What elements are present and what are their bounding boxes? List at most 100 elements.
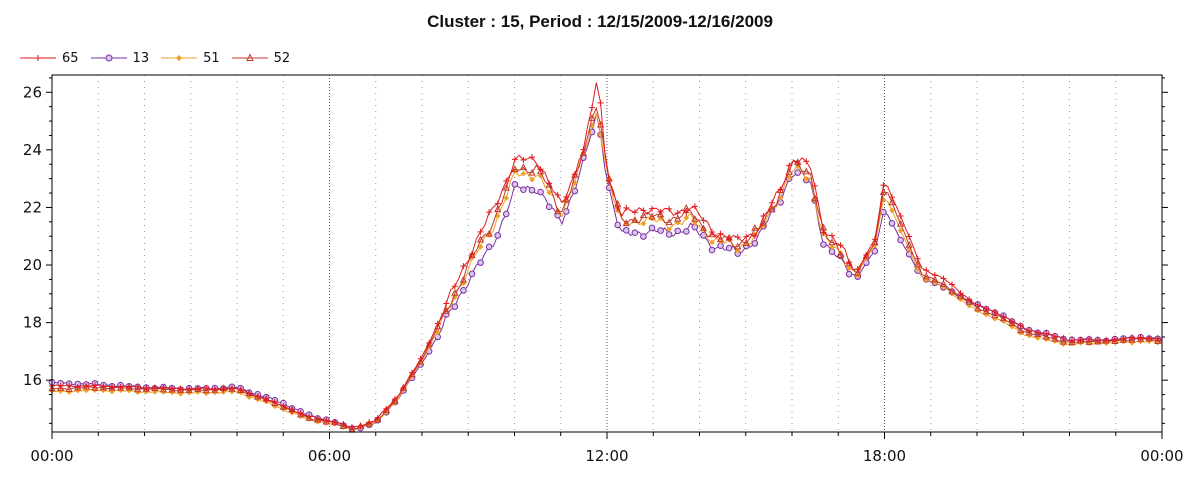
legend-label-52: 52 — [273, 50, 291, 66]
data-point-65 — [751, 233, 758, 240]
legend-label-65: 65 — [62, 50, 79, 66]
legend-item-65: 65 — [20, 51, 79, 66]
data-point-52 — [1154, 337, 1162, 344]
data-point-65 — [383, 405, 390, 412]
data-point-65 — [794, 160, 801, 166]
data-point-51 — [74, 387, 81, 394]
data-point-51 — [1009, 323, 1015, 330]
data-point-51 — [1129, 340, 1135, 346]
data-point-52 — [811, 194, 819, 202]
data-point-13 — [888, 220, 896, 227]
data-point-52 — [185, 386, 193, 393]
data-point-13 — [751, 240, 759, 247]
data-point-52 — [314, 415, 322, 423]
data-point-65 — [494, 200, 501, 207]
data-point-51 — [829, 244, 835, 250]
data-point-51 — [1026, 332, 1032, 339]
data-point-65 — [366, 419, 373, 426]
data-point-52 — [922, 272, 930, 280]
data-point-51 — [134, 389, 141, 396]
data-point-52 — [1034, 330, 1042, 337]
data-point-65 — [709, 228, 715, 235]
data-point-13 — [682, 228, 690, 235]
data-point-65 — [734, 234, 741, 241]
data-point-51 — [940, 284, 947, 291]
data-point-52 — [339, 422, 348, 429]
data-point-65 — [966, 296, 973, 303]
data-point-51 — [597, 131, 604, 138]
data-point-52 — [176, 386, 185, 393]
series-line-51 — [51, 111, 1163, 430]
data-point-52 — [579, 149, 588, 157]
data-point-65 — [691, 203, 698, 210]
data-point-65 — [760, 213, 767, 220]
data-point-52 — [1016, 326, 1025, 334]
data-point-65 — [811, 182, 818, 189]
data-point-52 — [1051, 334, 1059, 342]
legend-item-51: 51 — [161, 51, 220, 66]
data-point-52 — [528, 168, 536, 176]
y-tick-label: 24 — [23, 141, 42, 159]
data-point-51 — [520, 170, 527, 177]
data-point-65 — [580, 146, 587, 153]
data-point-51 — [503, 195, 510, 201]
data-point-51 — [152, 389, 158, 395]
data-point-52 — [468, 251, 476, 258]
data-point-65 — [769, 199, 775, 206]
data-point-52 — [1042, 332, 1050, 340]
data-point-65 — [229, 384, 235, 391]
data-point-65 — [391, 396, 398, 403]
data-point-65 — [151, 385, 158, 392]
data-point-52 — [991, 311, 999, 319]
x-tick-label: 12:00 — [585, 447, 628, 465]
data-point-13 — [614, 221, 622, 229]
data-point-52 — [451, 288, 459, 296]
data-point-13 — [622, 227, 630, 234]
data-point-52 — [1119, 335, 1128, 343]
data-point-51 — [203, 390, 210, 397]
data-point-51 — [460, 280, 467, 287]
data-point-65 — [666, 205, 673, 212]
data-point-51 — [272, 403, 278, 410]
data-point-65 — [1077, 337, 1084, 344]
data-point-52 — [914, 260, 922, 268]
data-point-65 — [289, 407, 295, 414]
data-point-51 — [452, 294, 458, 301]
data-point-65 — [340, 421, 347, 428]
data-point-65 — [263, 397, 270, 404]
data-point-65 — [529, 154, 535, 161]
data-point-65 — [726, 236, 733, 243]
data-point-65 — [777, 186, 784, 193]
data-point-52 — [1059, 337, 1068, 345]
data-point-52 — [588, 114, 596, 121]
data-point-52 — [828, 238, 836, 246]
data-point-65 — [246, 390, 253, 397]
data-point-51 — [494, 213, 501, 219]
data-point-52 — [1094, 337, 1102, 345]
data-point-52 — [622, 219, 630, 227]
data-point-51 — [983, 311, 990, 318]
data-point-52 — [1136, 334, 1145, 342]
data-point-52 — [99, 383, 108, 391]
data-point-52 — [536, 167, 545, 175]
data-point-52 — [442, 307, 450, 314]
data-point-65 — [1154, 335, 1161, 342]
data-point-52 — [948, 287, 956, 295]
data-point-65 — [991, 308, 998, 315]
data-point-65 — [186, 385, 193, 392]
data-point-65 — [649, 205, 655, 212]
data-point-13 — [657, 227, 664, 234]
data-point-51 — [640, 220, 647, 227]
data-point-13 — [708, 246, 716, 254]
data-point-65 — [1137, 334, 1144, 341]
data-point-65 — [220, 386, 227, 393]
data-point-51 — [66, 389, 72, 395]
data-point-65 — [349, 424, 355, 431]
data-point-51 — [109, 388, 115, 395]
data-point-65 — [1094, 337, 1101, 344]
data-point-65 — [803, 158, 810, 165]
data-point-65 — [417, 355, 424, 362]
data-point-65 — [160, 383, 167, 390]
data-point-52 — [1008, 319, 1016, 327]
data-point-65 — [126, 383, 133, 390]
